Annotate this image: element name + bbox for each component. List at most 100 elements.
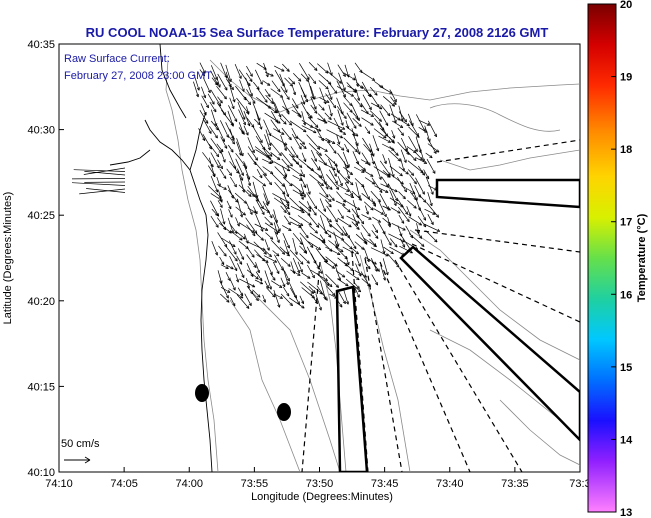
current-vector-head xyxy=(295,106,299,109)
current-vector xyxy=(399,245,413,254)
current-vector-head xyxy=(301,174,305,178)
current-vector-head xyxy=(430,155,433,158)
current-vector xyxy=(418,119,430,126)
current-vector xyxy=(227,217,234,234)
current-vector-head xyxy=(265,203,269,206)
current-vector-head xyxy=(374,230,378,233)
current-vector xyxy=(264,134,271,151)
current-vector-head xyxy=(286,166,290,169)
current-vector-head xyxy=(313,295,315,299)
current-vector-head xyxy=(345,181,349,184)
current-vector xyxy=(290,269,301,276)
current-vector-head xyxy=(258,121,261,125)
current-vector-head xyxy=(330,204,332,208)
current-vector-head xyxy=(287,213,291,216)
current-vector-head xyxy=(276,219,279,223)
current-vector-head xyxy=(262,185,266,187)
current-vector-head xyxy=(433,211,436,215)
current-vector xyxy=(345,125,359,137)
current-vector xyxy=(426,137,437,154)
current-vector xyxy=(247,137,255,154)
current-vector xyxy=(389,104,397,124)
current-vector-head xyxy=(318,146,321,150)
current-vector xyxy=(202,134,212,150)
current-vector xyxy=(415,136,422,153)
current-vector-head xyxy=(384,277,387,281)
current-vector-head xyxy=(276,271,280,274)
current-vector xyxy=(308,143,322,156)
current-vector-head xyxy=(318,307,322,311)
current-vector-head xyxy=(304,129,307,133)
current-vector xyxy=(291,127,298,139)
current-vector-head xyxy=(286,194,289,198)
current-vector xyxy=(379,110,389,126)
current-vector xyxy=(210,120,219,131)
current-vector xyxy=(243,125,249,136)
current-vector-head xyxy=(358,274,362,277)
current-vector-head xyxy=(311,276,315,279)
current-vector-head xyxy=(303,185,307,188)
current-vector xyxy=(253,161,267,176)
current-vector xyxy=(354,270,367,278)
current-vector-head xyxy=(280,268,284,271)
current-vector-head xyxy=(296,302,300,305)
current-vector xyxy=(326,229,345,241)
current-vector xyxy=(247,241,266,251)
current-vector xyxy=(289,197,304,212)
current-vector-head xyxy=(308,210,312,212)
current-vector xyxy=(325,137,336,144)
current-vector-head xyxy=(417,208,421,211)
current-vector-head xyxy=(401,204,404,208)
current-vector xyxy=(389,197,404,208)
current-vector xyxy=(236,294,250,309)
current-vector-head xyxy=(398,210,401,214)
current-vector xyxy=(398,206,410,222)
current-vector-head xyxy=(247,123,250,127)
current-vector xyxy=(398,191,406,200)
current-vectors xyxy=(71,62,441,311)
marker-1 xyxy=(195,384,209,402)
current-vector-head xyxy=(397,159,401,162)
current-vector-head xyxy=(303,131,307,133)
current-vector-head xyxy=(336,163,338,167)
current-vector-head xyxy=(263,252,267,255)
current-vector xyxy=(270,119,281,133)
current-vector xyxy=(252,175,266,187)
current-vector-head xyxy=(223,227,226,231)
current-vector xyxy=(397,177,407,193)
current-vector xyxy=(261,206,270,213)
current-vector-head xyxy=(268,183,272,186)
current-vector xyxy=(397,141,410,155)
survey-line-5 xyxy=(379,261,471,472)
current-vector-head xyxy=(196,87,200,91)
current-vector xyxy=(218,245,227,257)
current-vector xyxy=(246,65,253,77)
current-vector xyxy=(220,136,228,149)
current-vector-head xyxy=(283,122,287,125)
current-vector xyxy=(225,64,232,82)
current-vector-head xyxy=(297,161,300,165)
current-vector-head xyxy=(268,133,272,137)
current-vector-head xyxy=(230,124,234,127)
current-vector-head xyxy=(313,159,317,162)
current-vector-head xyxy=(253,265,257,269)
current-vector-head xyxy=(342,133,346,136)
current-vector xyxy=(325,246,341,256)
current-vector-head xyxy=(354,150,358,153)
current-vector-head xyxy=(222,148,224,152)
current-vector-head xyxy=(238,153,242,156)
current-vector-head xyxy=(203,95,206,99)
current-vector xyxy=(193,81,199,98)
current-vector-head xyxy=(423,200,427,203)
current-vector-head xyxy=(243,131,245,135)
current-vector-head xyxy=(221,280,223,284)
current-vector-head xyxy=(286,254,290,257)
current-vector xyxy=(337,64,346,77)
current-vector-head xyxy=(386,189,389,193)
current-vector-head xyxy=(239,214,243,218)
current-vector-head xyxy=(329,81,332,85)
current-vector-head xyxy=(357,251,359,255)
current-vector xyxy=(361,224,371,237)
current-vector-head xyxy=(212,174,216,177)
current-vector-head xyxy=(315,126,319,128)
